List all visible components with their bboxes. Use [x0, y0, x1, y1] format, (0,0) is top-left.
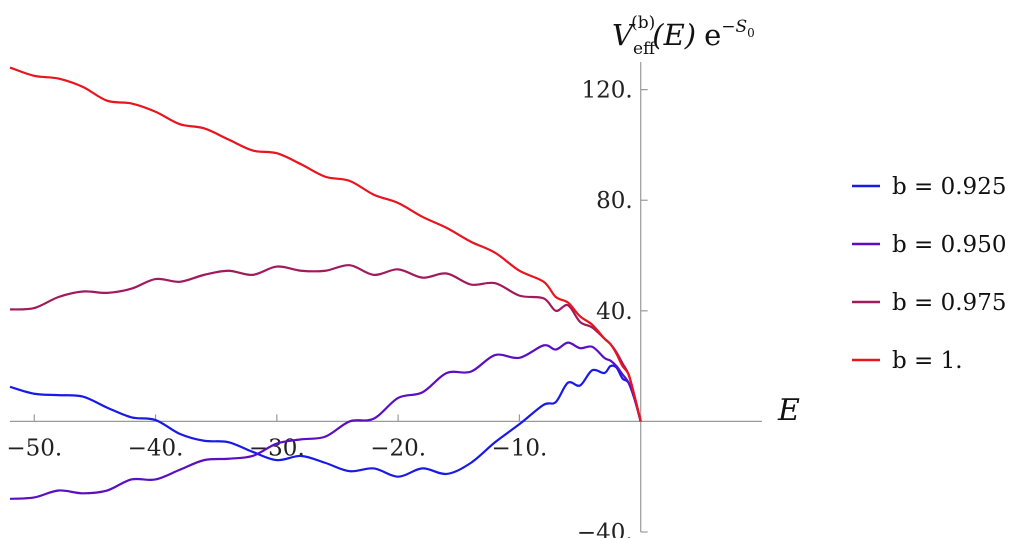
y-axis-title-subscript: eff — [633, 39, 657, 59]
y-tick-label: −40. — [577, 520, 633, 538]
x-tick-label: −20. — [370, 435, 426, 461]
series-line-4 — [9, 66, 642, 422]
legend-label: b = 1. — [892, 348, 963, 374]
series-line-2 — [9, 341, 642, 500]
y-axis-title-argument: (E) — [652, 18, 696, 52]
x-tick-label: −40. — [128, 435, 184, 461]
y-axis-title-exponent: −S — [721, 17, 747, 37]
legend-label: b = 0.950 — [892, 232, 1006, 258]
y-axis-title-superscript: (b) — [631, 13, 655, 33]
legend-label: b = 0.925 — [892, 174, 1006, 200]
legend: b = 0.925 b = 0.950 b = 0.975 b = 1. — [852, 174, 1006, 374]
y-axis-ticks: 120. 80. 40. −40. — [577, 78, 648, 538]
y-tick-label: 40. — [596, 299, 633, 325]
y-axis-title: Veff (b)(E) e−S0 — [612, 13, 755, 59]
y-axis-title-factor: e — [704, 18, 721, 52]
y-axis-title-exponent-sub: 0 — [747, 26, 755, 40]
series-line-1 — [9, 364, 642, 478]
series-lines — [9, 66, 642, 500]
x-tick-label: −50. — [6, 435, 62, 461]
x-axis-title: E — [777, 393, 800, 428]
y-axis-title-main: V — [612, 18, 636, 52]
axes — [10, 62, 762, 532]
legend-label: b = 0.975 — [892, 290, 1006, 316]
y-tick-label: 80. — [596, 188, 633, 214]
x-tick-label: −10. — [491, 435, 547, 461]
series-line-3 — [9, 264, 642, 422]
y-tick-label: 120. — [581, 78, 632, 104]
